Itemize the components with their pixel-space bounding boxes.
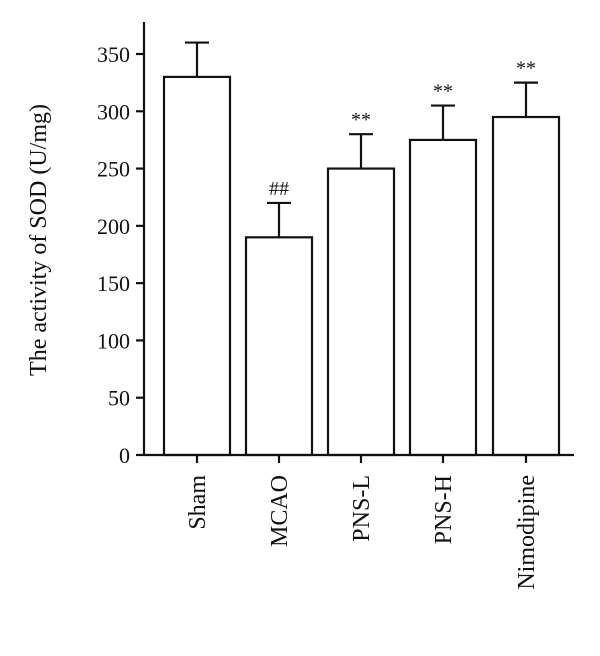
y-tick-label: 0 [119,443,130,468]
y-tick-label: 150 [97,271,130,296]
y-axis-label: The activity of SOD (U/mg) [26,104,52,376]
x-category-label: PNS-L [349,475,375,542]
x-axis-labels: Sham MCAO PNS-L PNS-H Nimodipine [185,455,540,590]
bar-sham [162,75,232,457]
bar-pns-h [408,138,478,457]
significance-mark: ** [351,109,371,131]
x-category-label: PNS-H [431,475,457,544]
y-tick-label: 100 [97,328,130,353]
y-tick-label: 300 [97,99,130,124]
error-bars-layer [185,41,538,238]
y-tick-label: 50 [108,386,130,411]
bars-layer [162,75,561,457]
x-category-label: MCAO [267,475,293,547]
bar-nimodipine [491,115,561,457]
bar-pns-l [326,167,396,457]
x-category-label: Nimodipine [514,475,540,590]
y-tick-label: 350 [97,42,130,67]
x-category-label: Sham [185,475,211,530]
significance-mark: ** [516,58,536,80]
bar-mcao [244,236,314,457]
significance-mark: ## [269,178,289,200]
y-tick-label: 250 [97,157,130,182]
significance-layer: ## ** ** ** [269,58,536,200]
y-tick-label: 200 [97,214,130,239]
y-axis-ticks: 0 50 100 150 200 250 300 350 [97,42,144,468]
significance-mark: ** [433,81,453,103]
